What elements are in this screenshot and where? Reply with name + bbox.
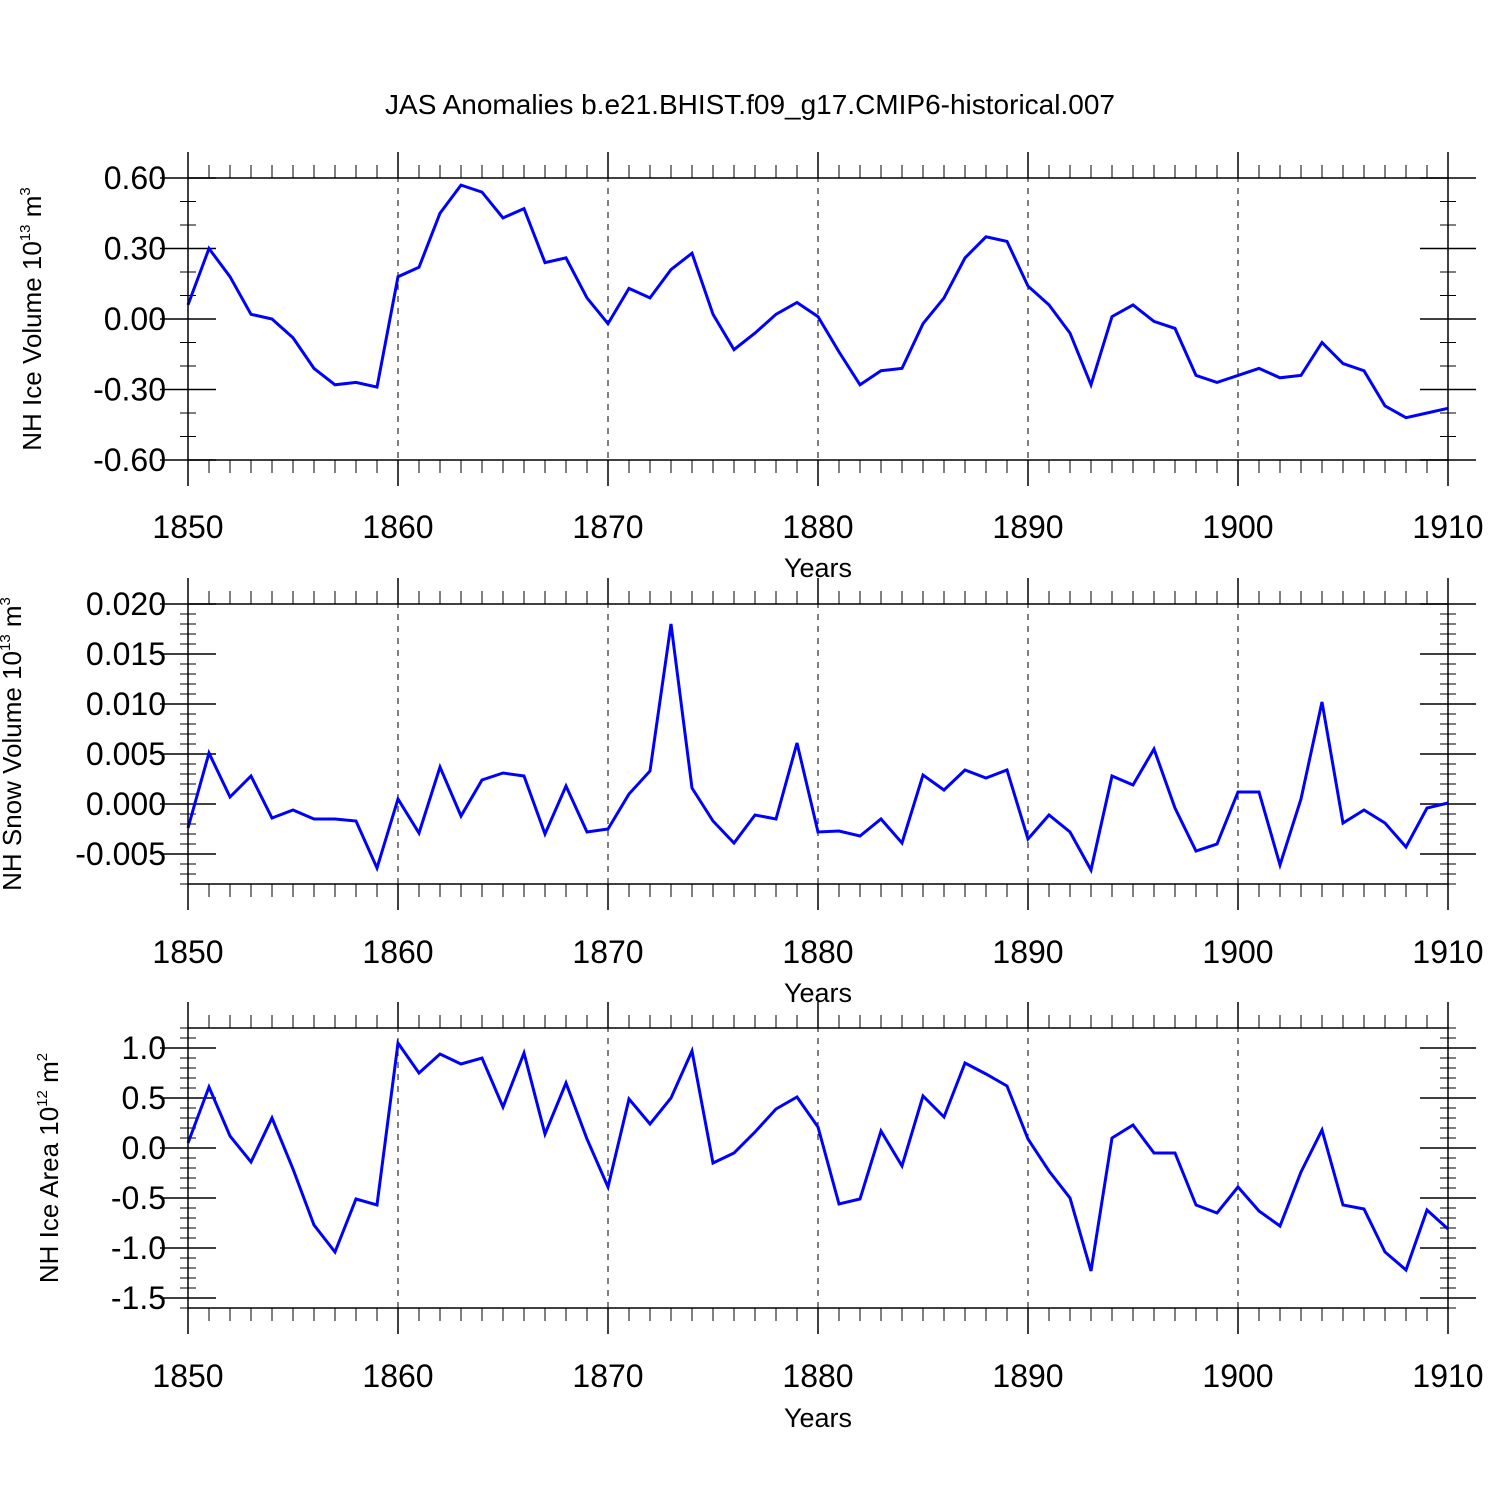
x-ticks [187,578,1449,910]
y-axis-label-exponent: 12 [34,1090,51,1107]
y-tick-label: 0.015 [86,636,166,672]
x-gridlines [397,1002,1239,1334]
plot-frame [187,177,1449,461]
y-tick-label: 0.00 [104,301,166,337]
x-tick-label: 1860 [362,509,433,545]
x-tick-labels: 1850 1860 1870 1880 1890 1900 1910 [152,509,1483,545]
x-tick-label: 1900 [1202,509,1273,545]
x-tick-label: 1880 [782,1358,853,1394]
y-axis-label: NH Snow Volume 1013 m3 [0,597,27,891]
y-axis-label-unit: m [0,605,27,634]
x-tick-label: 1900 [1202,934,1273,970]
x-axis-label: Years [784,1403,852,1433]
x-tick-label: 1870 [572,509,643,545]
y-axis-label-unit-power: 2 [34,1053,51,1061]
y-axis-label-unit-power: 3 [17,187,34,195]
y-axis-label-base: NH Ice Volume 10 [17,241,47,451]
y-axis-label-unit-power: 3 [0,597,14,605]
x-tick-label: 1910 [1412,934,1483,970]
y-tick-label: 0.0 [122,1130,166,1166]
panel-ice-area: -1.5-1.0-0.50.00.51.0 1850 1860 1870 1880 18… [34,1002,1484,1433]
x-ticks [187,152,1449,486]
y-tick-label: -0.005 [75,836,166,872]
x-tick-label: 1910 [1412,1358,1483,1394]
y-tick-labels: -0.005 0.000 0.005 0.010 0.015 0.020 [75,586,166,872]
y-axis-label-base: NH Ice Area 10 [34,1107,64,1283]
y-tick-label: 0.60 [104,160,166,196]
y-tick-labels: -1.5 -1.0 -0.5 0.0 0.5 1.0 [111,1030,166,1316]
x-tick-labels: 1850 1860 1870 1880 1890 1900 1910 [152,934,1483,970]
x-tick-label: 1890 [992,509,1063,545]
y-axis-label: NH Ice Volume 1013 m3 [17,187,47,450]
x-tick-label: 1890 [992,934,1063,970]
y-tick-label: 0.020 [86,586,166,622]
y-tick-label: 0.005 [86,736,166,772]
x-tick-label: 1880 [782,509,853,545]
series-line-ice-volume [186,183,1449,420]
x-tick-label: 1890 [992,1358,1063,1394]
x-tick-label: 1880 [782,934,853,970]
x-gridlines [397,578,1239,910]
y-axis-label-unit: m [17,196,47,225]
x-tick-label: 1900 [1202,1358,1273,1394]
plot-frame [187,1027,1449,1309]
x-tick-label: 1870 [572,1358,643,1394]
y-tick-label: -0.60 [93,442,166,478]
y-tick-label: 0.30 [104,231,166,267]
x-tick-label: 1860 [362,1358,433,1394]
x-tick-label: 1860 [362,934,433,970]
x-tick-label: 1870 [572,934,643,970]
y-tick-label: 1.0 [122,1030,166,1066]
series-line-ice-area [186,1038,1450,1273]
plot-frame [187,603,1449,885]
x-tick-label: 1850 [152,509,223,545]
series-line-snow-volume [186,623,1449,875]
panel-snow-volume: -0.005 0.000 0.005 0.010 0.015 0.020 1850 1860… [0,578,1484,1008]
x-tick-label: 1850 [152,1358,223,1394]
x-tick-labels: 1850 1860 1870 1880 1890 1900 1910 [152,1358,1483,1394]
panel-ice-volume: -0.60-0.300.000.300.60 1850 1860 1870 1880 1… [17,152,1484,583]
y-tick-label: -1.5 [111,1280,166,1316]
y-axis-label-exponent: 13 [0,634,14,651]
x-tick-label: 1910 [1412,509,1483,545]
y-axis-label-base: NH Snow Volume 10 [0,651,27,891]
y-tick-label: 0.5 [122,1080,166,1116]
y-tick-label: 0.010 [86,686,166,722]
x-tick-label: 1850 [152,934,223,970]
x-ticks [187,1002,1449,1334]
y-tick-label: -0.5 [111,1180,166,1216]
y-tick-labels: -0.60 -0.30 0.00 0.30 0.60 [93,160,166,478]
y-axis-label: NH Ice Area 1012 m2 [34,1053,64,1283]
y-tick-label: -0.30 [93,372,166,408]
figure-title: JAS Anomalies b.e21.BHIST.f09_g17.CMIP6-… [385,89,1115,120]
y-tick-label: -1.0 [111,1230,166,1266]
y-axis-label-exponent: 13 [17,224,34,241]
y-tick-label: 0.000 [86,786,166,822]
x-gridlines [397,152,1239,486]
y-axis-label-unit: m [34,1061,64,1090]
